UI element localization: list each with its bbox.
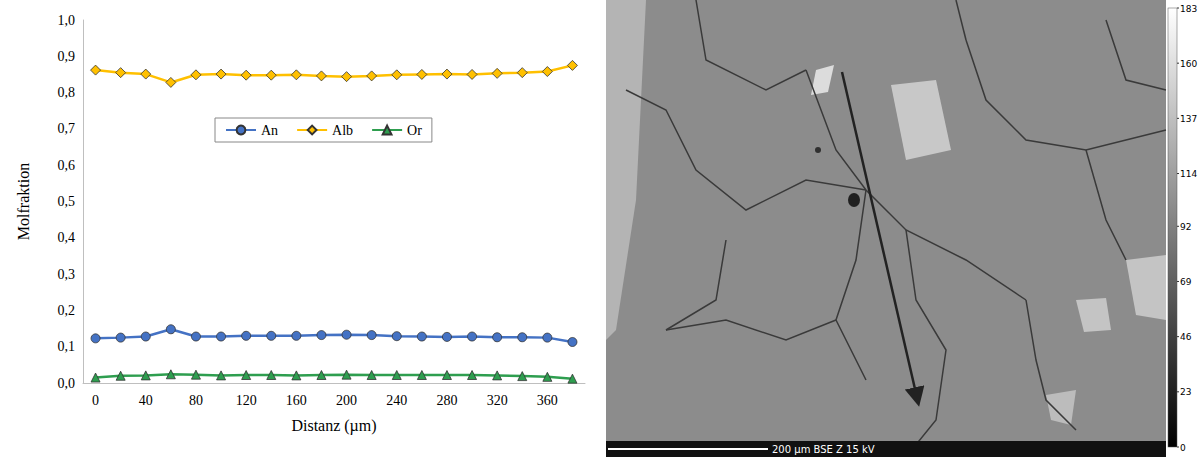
- svg-text:0,3: 0,3: [58, 267, 76, 282]
- svg-text:160: 160: [286, 393, 307, 408]
- svg-text:360: 360: [537, 393, 558, 408]
- svg-text:0: 0: [1180, 443, 1186, 453]
- svg-text:0,5: 0,5: [58, 194, 76, 209]
- svg-text:0,9: 0,9: [58, 49, 76, 64]
- svg-text:Or: Or: [407, 123, 422, 138]
- svg-text:An: An: [261, 123, 278, 138]
- svg-text:280: 280: [436, 393, 457, 408]
- svg-text:240: 240: [386, 393, 407, 408]
- svg-text:200 µm BSE Z 15 kV: 200 µm BSE Z 15 kV: [772, 444, 875, 455]
- svg-text:160: 160: [1180, 59, 1197, 69]
- svg-text:40: 40: [139, 393, 153, 408]
- svg-text:120: 120: [236, 393, 257, 408]
- svg-text:0: 0: [92, 393, 99, 408]
- svg-text:23: 23: [1180, 387, 1191, 397]
- svg-text:Molfraktion: Molfraktion: [15, 163, 32, 240]
- svg-text:183: 183: [1180, 4, 1197, 14]
- svg-text:1,0: 1,0: [58, 13, 76, 28]
- svg-text:46: 46: [1180, 332, 1192, 342]
- svg-text:Distanz (µm): Distanz (µm): [291, 417, 376, 435]
- svg-text:114: 114: [1180, 169, 1197, 179]
- svg-text:0,7: 0,7: [58, 121, 76, 136]
- svg-text:0,6: 0,6: [58, 158, 76, 173]
- svg-text:320: 320: [487, 393, 508, 408]
- svg-text:Alb: Alb: [332, 123, 353, 138]
- svg-text:0,8: 0,8: [58, 85, 76, 100]
- svg-text:0,1: 0,1: [58, 339, 76, 354]
- svg-text:200: 200: [336, 393, 357, 408]
- svg-text:0,4: 0,4: [58, 230, 76, 245]
- svg-text:80: 80: [189, 393, 203, 408]
- svg-text:69: 69: [1180, 277, 1192, 287]
- svg-text:92: 92: [1180, 222, 1191, 232]
- svg-text:0,0: 0,0: [58, 376, 76, 391]
- svg-text:0,2: 0,2: [58, 303, 76, 318]
- svg-text:137: 137: [1180, 114, 1197, 124]
